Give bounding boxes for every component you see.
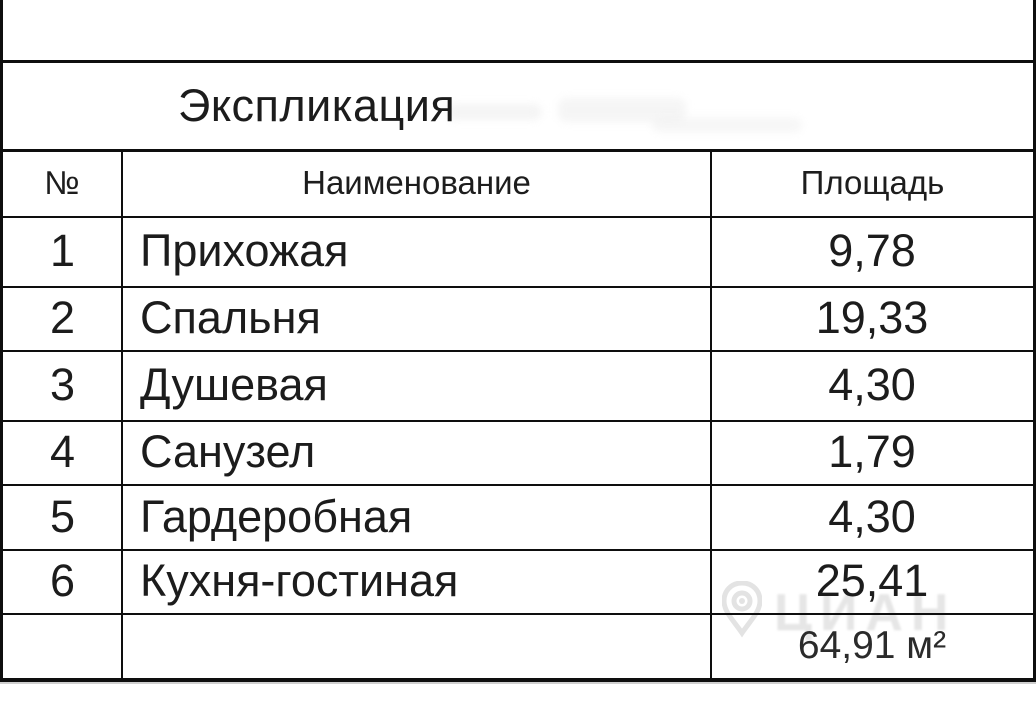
watermark-remnant (446, 104, 542, 120)
table-row: 1 Прихожая 9,78 (3, 218, 1033, 284)
table-row: 6 Кухня-гостиная 25,41 (3, 551, 1033, 611)
table-left-border (0, 0, 3, 682)
table-right-border (1033, 0, 1036, 682)
room-name: Кухня-гостиная (140, 555, 459, 606)
table-row: 4 Санузел 1,79 (3, 422, 1033, 482)
row-number: 5 (49, 490, 76, 542)
row-divider (0, 549, 1036, 551)
room-name: Гардеробная (140, 490, 413, 542)
row-number: 3 (49, 359, 76, 410)
room-area: 9,78 (828, 225, 916, 276)
row-number: 4 (49, 426, 76, 477)
room-name: Прихожая (140, 225, 349, 276)
row-number: 1 (49, 225, 76, 276)
room-area: 4,30 (828, 490, 916, 542)
room-area: 19,33 (815, 292, 929, 343)
room-name: Спальня (140, 292, 321, 343)
room-area: 4,30 (828, 359, 916, 410)
column-header-number: № (44, 164, 80, 201)
row-number: 2 (49, 292, 76, 343)
room-name: Душевая (140, 359, 328, 410)
room-area: 25,41 (815, 555, 929, 606)
row-divider (0, 286, 1036, 288)
row-divider (0, 420, 1036, 422)
column-header-area: Площадь (800, 164, 945, 201)
row-number: 6 (49, 555, 76, 606)
room-name: Санузел (140, 426, 316, 477)
column-header-name: Наименование (302, 164, 531, 201)
table-row: 5 Гардеробная 4,30 (3, 486, 1033, 547)
room-area: 1,79 (828, 426, 916, 477)
watermark-remnant (652, 118, 802, 132)
total-name-cell (122, 615, 711, 676)
column-divider-name-area (710, 150, 712, 680)
total-number-cell (3, 615, 122, 676)
table-total-row: 64,91 м² (3, 615, 1033, 676)
total-area-value: 64,91 м² (797, 623, 947, 667)
watermark-remnant (558, 98, 686, 122)
table-title: Экспликация (178, 80, 456, 131)
title-row-divider (0, 149, 1036, 152)
row-divider (0, 484, 1036, 486)
row-divider (0, 350, 1036, 352)
column-divider-num-name (121, 150, 123, 680)
top-section-divider (0, 60, 1036, 63)
row-divider (0, 216, 1036, 218)
table-row: 3 Душевая 4,30 (3, 352, 1033, 418)
table-row: 2 Спальня 19,33 (3, 288, 1033, 348)
row-divider (0, 613, 1036, 615)
table-bottom-border (0, 678, 1036, 682)
